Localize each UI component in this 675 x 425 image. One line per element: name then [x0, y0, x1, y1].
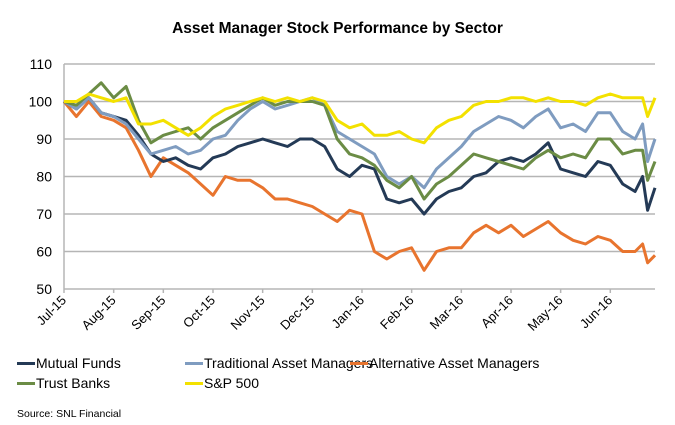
legend-swatch [185, 361, 203, 365]
series-line-alternative-asset-managers [62, 100, 657, 272]
series-line-trust-banks [63, 81, 657, 201]
y-tick-label: 50 [36, 281, 52, 297]
x-tick-labels: Jul-15 Aug-15 Sep-15 Oct-15 Nov-15 Dec-15 Jan-… [33, 293, 615, 334]
x-tick-label: Oct-15 [180, 293, 218, 331]
x-tick-label: Sep-15 [128, 293, 168, 333]
series-line-traditional-asset-managers [63, 96, 657, 190]
x-tick-label: Aug-15 [79, 293, 119, 333]
series-line-mutual-funds [63, 96, 657, 216]
y-tick-label: 110 [30, 56, 53, 72]
x-tick-label: May-16 [524, 293, 565, 334]
x-tick-label: Nov-15 [228, 293, 268, 333]
x-tick-label: Jul-15 [33, 293, 69, 329]
legend-label: Trust Banks [36, 375, 111, 391]
y-tick-label: 70 [36, 206, 52, 222]
legend-label: Alternative Asset Managers [369, 355, 540, 371]
legend-item-sp500: S&P 500 [185, 375, 259, 391]
x-tick-label: Feb-16 [377, 293, 417, 333]
y-tick-label: 80 [36, 169, 52, 185]
legend-swatch [17, 381, 35, 385]
legend-swatch [17, 361, 35, 365]
chart-title: Asset Manager Stock Performance by Secto… [172, 20, 503, 37]
axes [63, 64, 655, 293]
source-note: Source: SNL Financial [17, 408, 122, 420]
legend-item-traditional-asset-managers: Traditional Asset Managers [185, 355, 373, 371]
legend-item-alternative-asset-managers: Alternative Asset Managers [350, 355, 539, 371]
legend-swatch [185, 381, 203, 385]
x-tick-label: Dec-15 [277, 293, 317, 333]
legend-label: S&P 500 [204, 375, 260, 391]
legend-item-mutual-funds: Mutual Funds [17, 355, 121, 371]
legend-label: Traditional Asset Managers [204, 355, 374, 371]
legend-swatch [350, 361, 368, 365]
x-tick-label: Apr-16 [478, 293, 516, 331]
y-tick-label: 60 [36, 244, 52, 260]
x-tick-label: Jun-16 [577, 293, 616, 332]
y-tick-label: 100 [29, 94, 53, 110]
series-line-s-p-500 [64, 92, 657, 145]
x-tick-label: Jan-16 [328, 293, 367, 332]
series-lines [62, 81, 657, 272]
legend-label: Mutual Funds [36, 355, 121, 371]
y-tick-labels: 50 60 70 80 90 100 110 [29, 56, 53, 297]
x-tick-label: Mar-16 [427, 293, 467, 333]
legend-item-trust-banks: Trust Banks [17, 375, 110, 391]
y-tick-label: 90 [36, 131, 52, 147]
